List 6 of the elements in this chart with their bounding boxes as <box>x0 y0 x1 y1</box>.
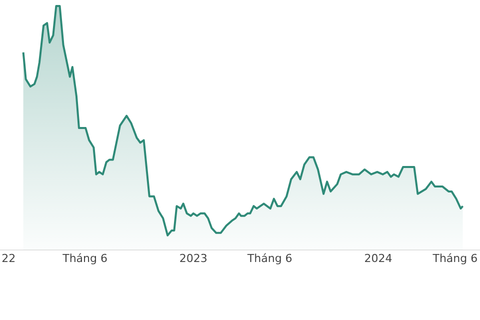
x-tick-label: Tháng 6 <box>62 252 108 265</box>
x-tick-label: Tháng 6 <box>432 252 478 265</box>
x-tick-label: Tháng 6 <box>246 252 292 265</box>
x-tick-label: 2023 <box>179 252 208 265</box>
x-tick-label: 22 <box>2 252 16 265</box>
x-tick-label: 2024 <box>364 252 392 265</box>
